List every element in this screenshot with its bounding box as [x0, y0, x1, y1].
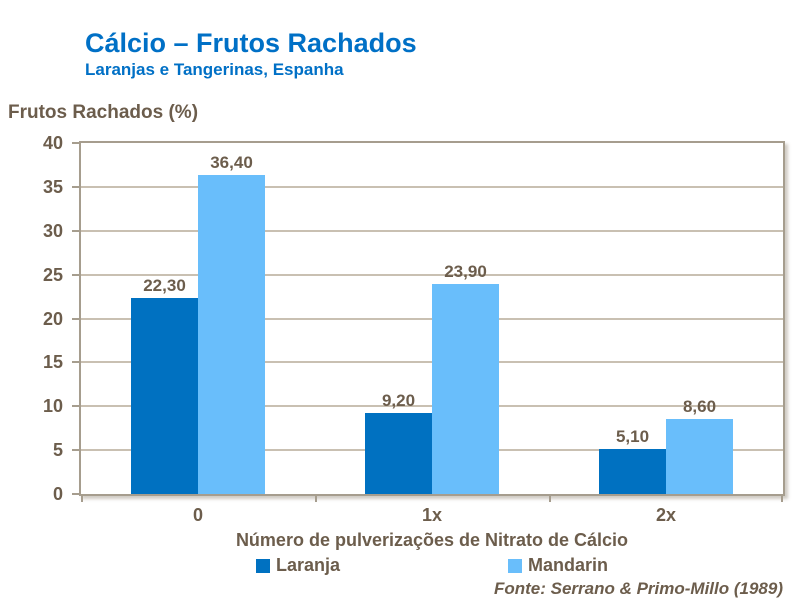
bar-group-2x: 5,10 8,60	[549, 143, 783, 494]
bar-group-0: 22,30 36,40	[81, 143, 315, 494]
bar-laranja-0: 22,30	[131, 276, 198, 494]
plot-area: 22,30 36,40 9,20 23,90 5,10 8,60	[79, 141, 785, 496]
y-tick-label-25: 25	[42, 264, 63, 285]
bar-laranja-1x: 9,20	[365, 391, 432, 494]
data-label-laranja-0: 22,30	[143, 276, 186, 296]
gridline-30	[81, 229, 783, 232]
bar-mandarin-1x: 23,90	[432, 262, 499, 494]
x-axis-title: Número de pulverizações de Nitrato de Cá…	[235, 530, 629, 550]
y-tick-mark-35	[72, 185, 79, 188]
chart-title: Cálcio – Frutos Rachados	[85, 28, 417, 58]
bar-mandarin-0: 36,40	[198, 153, 265, 494]
data-label-mandarin-2x: 8,60	[682, 396, 717, 416]
chart-legend: Laranja Mandarin	[81, 555, 783, 576]
gridline-25	[81, 273, 783, 276]
x-axis-category-labels: 0 1x 2x	[81, 505, 783, 526]
y-tick-label-15: 15	[42, 352, 63, 373]
x-category-label-1x: 1x	[421, 505, 443, 525]
legend-label-laranja: Laranja	[275, 555, 340, 575]
data-label-laranja-2x: 5,10	[615, 427, 650, 447]
legend-item-mandarin: Mandarin	[508, 555, 608, 576]
x-tick-mark-1	[315, 496, 317, 502]
y-tick-label-0: 0	[52, 484, 63, 504]
source-caption: Fonte: Serrano & Primo-Millo (1989)	[493, 579, 783, 598]
y-tick-mark-20	[72, 317, 79, 320]
x-category-label-2x: 2x	[655, 505, 677, 525]
legend-label-mandarin: Mandarin	[528, 555, 609, 575]
y-tick-mark-5	[72, 449, 79, 452]
data-label-mandarin-0: 36,40	[210, 152, 253, 172]
x-tick-mark-2	[549, 496, 551, 502]
y-axis-title: Frutos Rachados (%)	[8, 102, 199, 123]
y-tick-label-40: 40	[42, 133, 63, 153]
x-axis-ticks	[81, 496, 783, 503]
bar-group-1x: 9,20 23,90	[315, 143, 549, 494]
gridline-35	[81, 185, 783, 188]
y-tick-label-20: 20	[42, 308, 63, 329]
y-tick-mark-40	[72, 142, 79, 144]
x-tick-mark-3	[781, 496, 783, 502]
y-tick-mark-15	[72, 361, 79, 364]
bar-mandarin-2x: 8,60	[666, 397, 733, 494]
data-label-laranja-1x: 9,20	[381, 391, 416, 411]
y-tick-mark-10	[72, 405, 79, 408]
legend-swatch-icon	[255, 558, 270, 573]
bar-series: 22,30 36,40 9,20 23,90 5,10 8,60	[81, 143, 783, 494]
y-tick-mark-30	[72, 229, 79, 232]
y-tick-label-35: 35	[42, 176, 63, 197]
x-tick-mark-0	[81, 496, 83, 502]
y-axis: 0 5 10 15 20 25 30 35 40	[0, 133, 79, 504]
y-tick-mark-25	[72, 273, 79, 276]
y-tick-label-10: 10	[42, 396, 63, 417]
x-category-label-0: 0	[192, 505, 203, 525]
legend-swatch-icon	[508, 558, 522, 573]
data-label-mandarin-1x: 23,90	[444, 262, 487, 282]
legend-item-laranja: Laranja	[255, 555, 340, 576]
y-tick-label-5: 5	[52, 440, 63, 461]
y-tick-label-30: 30	[42, 220, 63, 241]
bar-laranja-2x: 5,10	[599, 427, 666, 494]
chart-subtitle: Laranjas e Tangerinas, Espanha	[85, 60, 344, 79]
y-tick-mark-0	[72, 493, 79, 495]
